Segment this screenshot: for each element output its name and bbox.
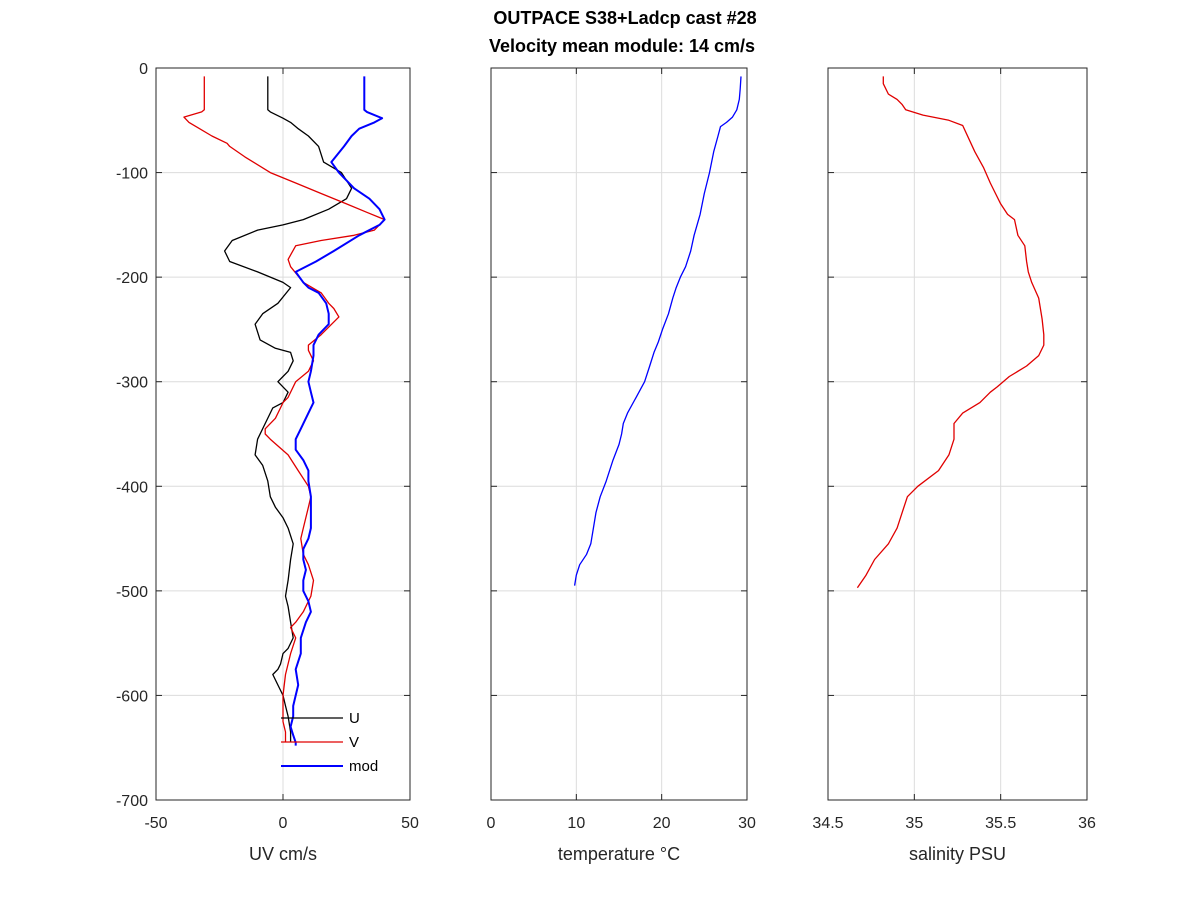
series-line-mod <box>289 76 386 746</box>
y-tick-label: -500 <box>116 584 148 601</box>
y-tick-label: 0 <box>139 61 148 78</box>
series-line-panel1 <box>573 76 742 586</box>
x-tick-label: 34.5 <box>812 815 843 832</box>
series-line-u <box>223 76 353 743</box>
x-tick-label: 35.5 <box>985 815 1016 832</box>
x-tick-label: -50 <box>144 815 167 832</box>
x-axis-label: salinity PSU <box>909 844 1006 864</box>
y-tick-label: -700 <box>116 793 148 810</box>
x-axis-label: UV cm/s <box>249 844 317 864</box>
legend-label-u: U <box>349 710 360 727</box>
x-tick-label: 0 <box>487 815 496 832</box>
salinity-panel: 34.5 35 35.5 36 salinity PSU <box>812 67 1096 864</box>
x-tick-label: 36 <box>1078 815 1096 832</box>
x-tick-label: 10 <box>567 815 585 832</box>
legend-label-mod: mod <box>349 758 378 775</box>
x-tick-label: 50 <box>401 815 419 832</box>
x-tick-label: 30 <box>738 815 756 832</box>
x-tick-label: 0 <box>279 815 288 832</box>
legend-label-v: V <box>349 734 359 751</box>
axes-box <box>490 67 748 801</box>
x-tick-label: 35 <box>905 815 923 832</box>
axes-box <box>827 67 1088 801</box>
x-axis-label: temperature °C <box>558 844 680 864</box>
series-line-panel2 <box>856 76 1045 589</box>
temperature-panel: 0 10 20 30 temperature °C <box>487 67 756 864</box>
figure-subtitle: Velocity mean module: 14 cm/s <box>489 36 755 56</box>
y-tick-label: -200 <box>116 270 148 287</box>
x-tick-label: 20 <box>653 815 671 832</box>
y-tick-label: -100 <box>116 166 148 183</box>
y-tick-label: -300 <box>116 375 148 392</box>
figure-title: OUTPACE S38+Ladcp cast #28 <box>493 8 756 28</box>
y-tick-label: -400 <box>116 479 148 496</box>
y-tick-label: -600 <box>116 688 148 705</box>
